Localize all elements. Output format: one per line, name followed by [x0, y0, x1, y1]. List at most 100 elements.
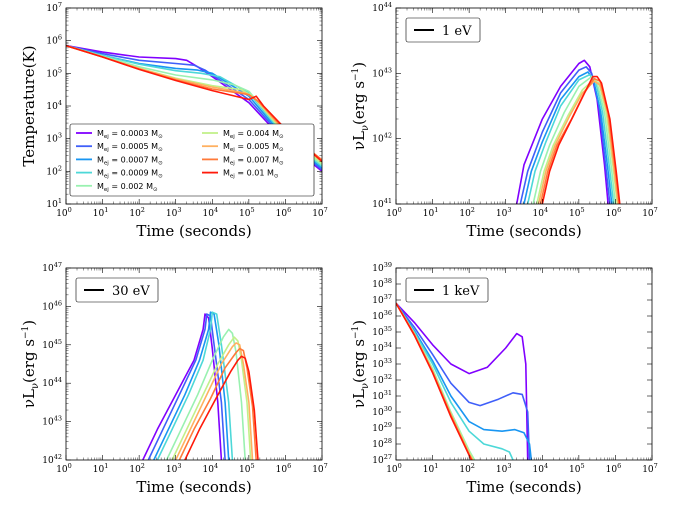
legend-label: Mej = 0.005 M⊙ — [223, 142, 284, 153]
y-tick-label: 1029 — [372, 421, 392, 434]
series-line-8 — [541, 75, 621, 204]
x-tick-label: 101 — [423, 206, 439, 219]
series-group — [142, 311, 259, 460]
x-tick-label: 101 — [423, 462, 439, 475]
legend-label: Mej = 0.0007 M⊙ — [97, 155, 163, 166]
x-tick-label: 101 — [93, 462, 109, 475]
x-tick-label: 103 — [496, 206, 512, 219]
y-axis-label: νLν(erg s−1) — [350, 62, 371, 150]
legend-label: Mej = 0.007 M⊙ — [223, 155, 284, 166]
panel-lum_1eV: 100 101 102 103 104 105 106 107 1041 1042 1043 1044… — [350, 1, 658, 240]
x-tick-label: 104 — [532, 462, 548, 475]
x-tick-label: 100 — [56, 462, 72, 475]
series-line-0 — [66, 44, 322, 172]
y-tick-label: 1043 — [372, 66, 392, 79]
x-tick-label: 100 — [386, 462, 402, 475]
legend-label: Mej = 0.0009 M⊙ — [97, 169, 163, 180]
series-line-5 — [171, 336, 252, 460]
y-tick-label: 1045 — [42, 338, 62, 351]
plot-frame — [65, 267, 323, 461]
x-tick-label: 106 — [606, 206, 622, 219]
series-line-1 — [66, 44, 322, 171]
series-line-8 — [396, 302, 473, 460]
x-tick-label: 105 — [569, 462, 585, 475]
x-tick-label: 102 — [129, 206, 145, 219]
x-tick-label: 107 — [312, 206, 328, 219]
x-tick-label: 100 — [386, 206, 402, 219]
y-tick-label: 1027 — [372, 453, 392, 466]
legend-label: 1 keV — [442, 284, 480, 299]
series-group — [396, 302, 533, 460]
series-line-8 — [66, 44, 322, 163]
series-line-4 — [165, 328, 246, 460]
y-tick-label: 1034 — [372, 341, 392, 354]
legend-label: Mej = 0.0005 M⊙ — [97, 142, 163, 153]
x-tick-label: 102 — [129, 462, 145, 475]
y-tick-label: 1036 — [372, 309, 392, 322]
legend-box — [75, 277, 159, 303]
series-line-0 — [515, 59, 609, 204]
y-tick-label: 1044 — [42, 376, 62, 389]
legend-label: Mej = 0.01 M⊙ — [223, 169, 278, 180]
legend: 1 keV — [405, 277, 489, 303]
x-tick-label: 103 — [496, 462, 512, 475]
legend: 30 eV — [75, 277, 159, 303]
legend-label: Mej = 0.004 M⊙ — [223, 129, 284, 140]
y-tick-label: 105 — [46, 66, 62, 79]
y-tick-label: 1044 — [372, 1, 392, 14]
y-tick-label: 1032 — [372, 373, 392, 386]
legend-label: 30 eV — [112, 284, 150, 299]
x-tick-label: 102 — [459, 462, 475, 475]
x-tick-label: 104 — [202, 206, 218, 219]
y-tick-label: 1030 — [372, 405, 392, 418]
series-line-3 — [156, 311, 234, 460]
legend-box — [69, 123, 315, 197]
legend-box — [405, 17, 481, 43]
x-axis-label: Time (seconds) — [136, 222, 251, 240]
series-line-1 — [147, 313, 226, 460]
series-line-3 — [526, 73, 615, 204]
panel-lum_30eV: 100 101 102 103 104 105 106 107 1042 1043 1044 1045… — [20, 261, 328, 496]
y-tick-label: 1028 — [372, 437, 392, 450]
series-line-7 — [539, 77, 620, 204]
legend-box — [405, 277, 489, 303]
series-line-7 — [178, 347, 257, 460]
y-axis-label: νLν(erg s−1) — [350, 320, 371, 408]
y-tick-label: 101 — [46, 197, 62, 210]
x-tick-label: 101 — [93, 206, 109, 219]
series-line-4 — [396, 302, 476, 460]
x-tick-label: 107 — [642, 462, 658, 475]
x-tick-label: 106 — [606, 462, 622, 475]
series-line-2 — [396, 302, 533, 460]
legend: 1 eV — [405, 17, 481, 43]
x-tick-label: 104 — [202, 462, 218, 475]
legend: Mej = 0.0003 M⊙ Mej = 0.0005 M⊙ Mej = 0.00… — [69, 123, 315, 197]
series-line-3 — [396, 302, 514, 460]
y-tick-label: 103 — [46, 132, 62, 145]
series-line-3 — [66, 44, 322, 168]
x-tick-label: 100 — [56, 206, 72, 219]
y-tick-label: 106 — [46, 34, 62, 47]
y-tick-label: 1038 — [372, 277, 392, 290]
x-axis-label: Time (seconds) — [466, 222, 581, 240]
panel-lum_1keV: 100 101 102 103 104 105 106 107 1027 1028 1029 1030… — [350, 261, 658, 496]
x-tick-label: 107 — [642, 206, 658, 219]
y-tick-label: 1037 — [372, 293, 392, 306]
series-line-1 — [519, 66, 611, 204]
x-axis-label: Time (seconds) — [466, 478, 581, 496]
series-line-4 — [532, 75, 617, 204]
y-tick-label: 1041 — [372, 197, 392, 210]
series-line-1 — [396, 302, 531, 460]
x-tick-label: 104 — [532, 206, 548, 219]
series-line-6 — [174, 342, 254, 460]
x-tick-label: 105 — [569, 206, 585, 219]
y-tick-label: 102 — [46, 164, 62, 177]
plot-frame — [395, 7, 653, 205]
x-tick-label: 103 — [166, 462, 182, 475]
x-tick-label: 103 — [166, 206, 182, 219]
y-axis-label: νLν(erg s−1) — [20, 320, 41, 408]
y-tick-label: 1039 — [372, 261, 392, 274]
x-tick-label: 106 — [276, 206, 292, 219]
x-tick-label: 105 — [239, 462, 255, 475]
